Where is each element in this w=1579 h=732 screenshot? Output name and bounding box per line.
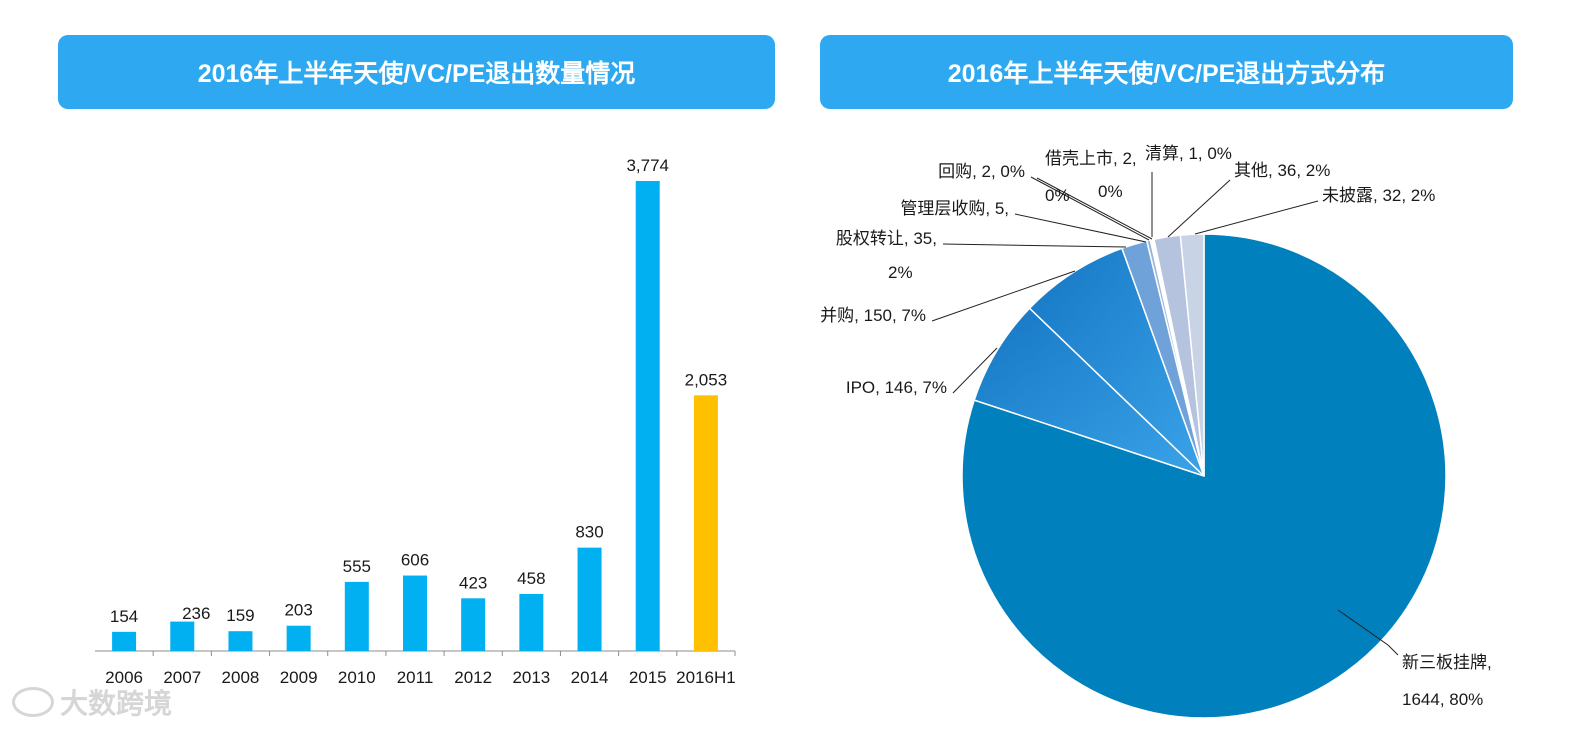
data-label-2010: 555: [343, 557, 371, 576]
leader-line-其他: [1167, 179, 1231, 238]
pie-slice-新三板挂牌: [961, 233, 1447, 719]
tick-label-2009: 2009: [280, 668, 318, 687]
leader-line-并购: [931, 270, 1076, 322]
leader-line-管理层收购: [1014, 213, 1147, 243]
slice-label-其他: 其他, 36, 2%: [1234, 161, 1330, 180]
bar-chart-title: 2016年上半年天使/VC/PE退出数量情况: [197, 60, 636, 88]
data-label-2014: 830: [575, 523, 603, 542]
bar-2015: [635, 181, 660, 651]
slice-label-新三板挂牌-line2: 1644, 80%: [1402, 690, 1483, 709]
watermark: 大数跨境: [12, 682, 172, 722]
leader-line-新三板挂牌: [1337, 609, 1399, 656]
tick-label-2006: 2006: [105, 668, 143, 687]
slice-label-借壳上市-line2: 0%: [1045, 186, 1070, 205]
pie-slice-未披露: [1179, 233, 1205, 477]
slice-label-股权转让: 股权转让, 35,: [836, 229, 937, 248]
slice-label-股权转让-line2: 2%: [888, 263, 913, 282]
bar-2013: [519, 593, 544, 651]
bar-2008: [228, 631, 253, 651]
pie-chart-title-banner: 2016年上半年天使/VC/PE退出方式分布: [820, 35, 1513, 109]
slice-label-新三板挂牌: 新三板挂牌,: [1402, 653, 1492, 672]
slice-label-未披露: 未披露, 32, 2%: [1322, 186, 1435, 205]
tick-label-2013: 2013: [512, 668, 550, 687]
leader-line-股权转让: [942, 243, 1127, 248]
bar-2009: [286, 625, 311, 651]
leader-line-IPO: [952, 347, 998, 394]
slice-label-管理层收购-line2: 0%: [1098, 182, 1123, 201]
slice-label-IPO: IPO, 146, 7%: [846, 378, 947, 397]
bar-2010: [344, 581, 369, 651]
tick-label-2014: 2014: [571, 668, 609, 687]
tick-label-2008: 2008: [222, 668, 260, 687]
bar-chart-title-banner: 2016年上半年天使/VC/PE退出数量情况: [58, 35, 775, 109]
leader-line-回购: [1030, 176, 1150, 241]
watermark-logo-icon: [12, 687, 54, 717]
slice-label-借壳上市: 借壳上市, 2,: [1045, 149, 1137, 168]
bar-2012: [461, 598, 486, 651]
slice-label-管理层收购: 管理层收购, 5,: [900, 199, 1009, 218]
tick-label-2007: 2007: [163, 668, 201, 687]
tick-label-2016H1: 2016H1: [676, 668, 736, 687]
slice-label-清算: 清算, 1, 0%: [1145, 144, 1232, 163]
pie-chart-title: 2016年上半年天使/VC/PE退出方式分布: [947, 60, 1386, 88]
data-label-2009: 203: [284, 601, 312, 620]
pie-slice-并购: [1028, 247, 1205, 477]
data-label-2008: 159: [226, 606, 254, 625]
bar-2011: [403, 575, 427, 651]
leader-line-未披露: [1194, 200, 1319, 235]
tick-label-2015: 2015: [629, 668, 667, 687]
data-label-2012: 423: [459, 573, 487, 592]
tick-label-2010: 2010: [338, 668, 376, 687]
bar-2016H1: [693, 395, 718, 651]
pie-slice-IPO: [973, 307, 1205, 477]
data-label-2011: 606: [401, 551, 429, 570]
slice-label-回购: 回购, 2, 0%: [938, 162, 1025, 181]
tick-label-2011: 2011: [397, 668, 434, 687]
bar-2014: [577, 547, 602, 651]
data-label-2013: 458: [517, 569, 545, 588]
pie-chart: 新三板挂牌, 1644, 80% IPO, 146, 7% 并购, 150, 7% 股权…: [820, 144, 1492, 719]
slice-label-并购: 并购, 150, 7%: [820, 306, 926, 325]
bar-chart: 154 2006 236 2007 159 2008 203 2009 555 2010 606 20…: [95, 156, 736, 687]
data-label-2007: 236: [182, 604, 210, 623]
data-label-2006: 154: [110, 607, 138, 626]
watermark-text: 大数跨境: [60, 688, 173, 719]
leader-line-借壳上市: [1036, 177, 1153, 240]
bar-2007: [170, 621, 195, 651]
data-label-2016H1: 2,053: [685, 370, 728, 389]
bar-2006: [112, 631, 137, 651]
tick-label-2012: 2012: [454, 668, 492, 687]
data-label-2015: 3,774: [626, 156, 669, 175]
